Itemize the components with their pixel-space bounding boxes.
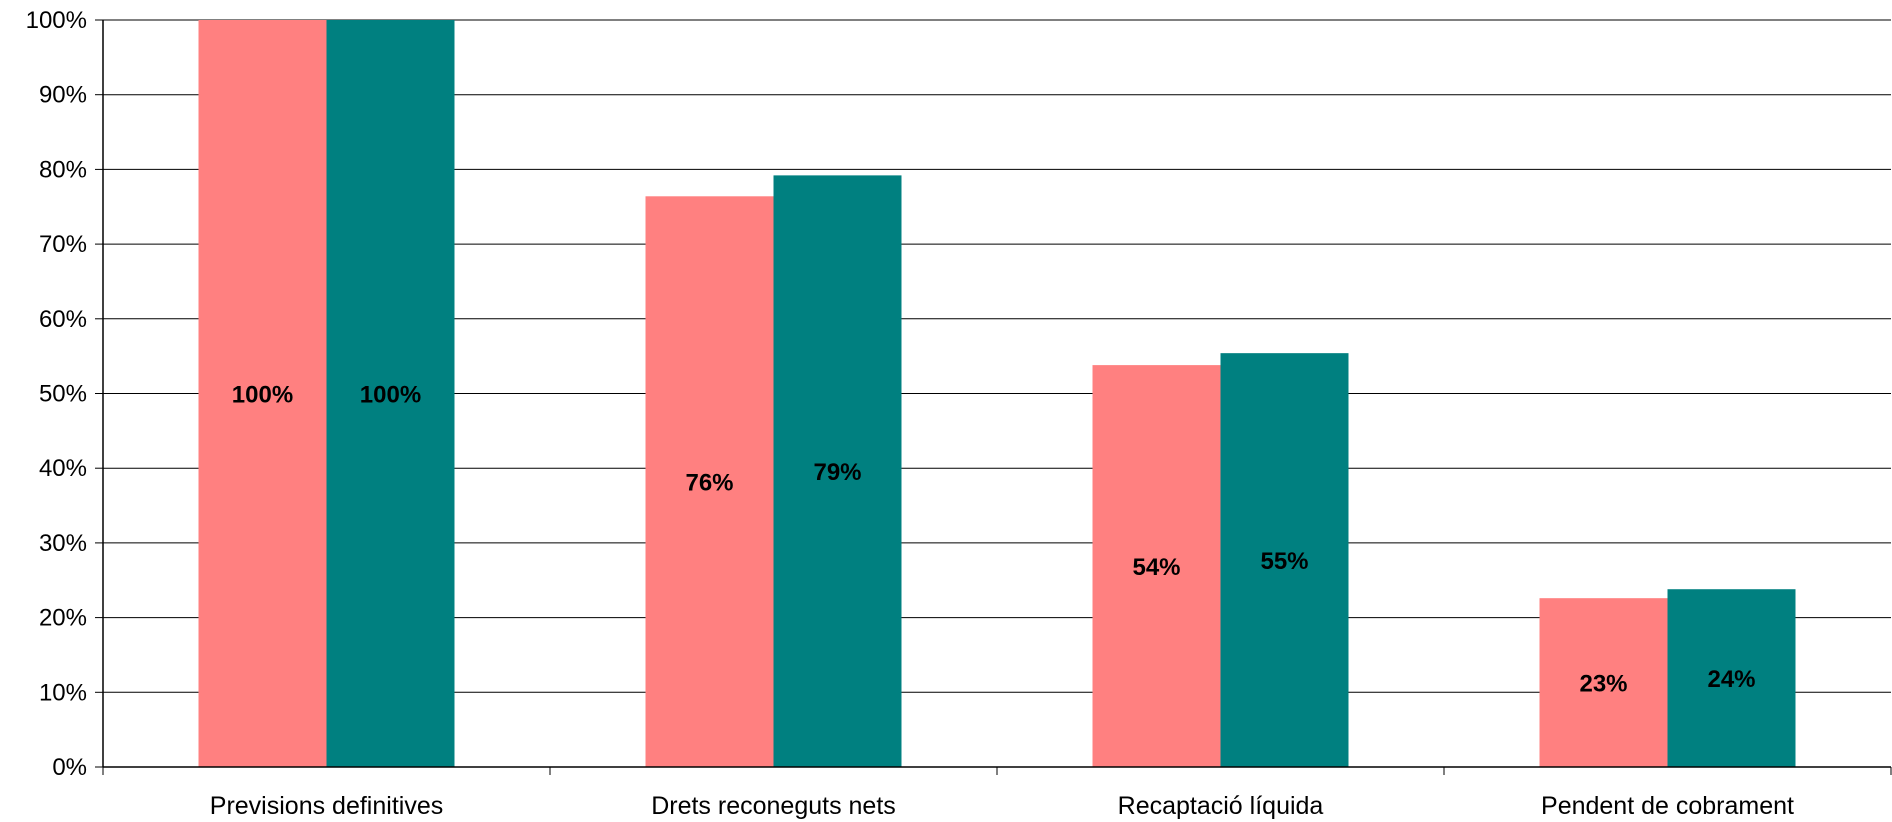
category-label: Recaptació líquida bbox=[1118, 792, 1324, 820]
bar bbox=[1220, 353, 1349, 767]
y-tick-label: 90% bbox=[39, 82, 87, 109]
bar bbox=[198, 20, 327, 767]
category-labels: Previsions definitives Drets reconeguts n… bbox=[210, 792, 1794, 820]
bar bbox=[1667, 589, 1796, 767]
bars bbox=[198, 20, 1796, 768]
bar bbox=[1092, 365, 1221, 767]
axes bbox=[95, 19, 1892, 775]
bar bbox=[1539, 598, 1668, 767]
y-tick-label: 50% bbox=[39, 381, 87, 408]
y-tick-label: 40% bbox=[39, 455, 87, 482]
data-label: 24% bbox=[1707, 666, 1755, 693]
data-label: 100% bbox=[360, 382, 421, 409]
y-tick-label: 20% bbox=[39, 605, 87, 632]
y-tick-labels: 0% 10% 20% 30% 40% 50% 60% 70% 80% 90% 100% bbox=[26, 7, 87, 781]
y-tick-label: 100% bbox=[26, 7, 87, 34]
data-label: 79% bbox=[813, 459, 861, 486]
y-tick-label: 30% bbox=[39, 530, 87, 557]
category-label: Previsions definitives bbox=[210, 792, 443, 820]
bar bbox=[326, 20, 455, 767]
data-label: 23% bbox=[1579, 671, 1627, 698]
data-label: 100% bbox=[232, 382, 293, 409]
data-labels: 100% 76% 54% 23% 100% 79% 55% 24% bbox=[232, 382, 1756, 698]
bar bbox=[645, 196, 774, 768]
bar bbox=[773, 175, 902, 768]
data-label: 76% bbox=[685, 470, 733, 497]
y-tick-label: 0% bbox=[52, 754, 87, 781]
y-tick-label: 10% bbox=[39, 679, 87, 706]
data-label: 55% bbox=[1260, 548, 1308, 575]
y-tick-label: 80% bbox=[39, 156, 87, 183]
y-tick-label: 70% bbox=[39, 231, 87, 258]
y-tick-label: 60% bbox=[39, 306, 87, 333]
data-label: 54% bbox=[1132, 554, 1180, 581]
category-label: Pendent de cobrament bbox=[1541, 792, 1794, 820]
category-label: Drets reconeguts nets bbox=[651, 792, 896, 820]
